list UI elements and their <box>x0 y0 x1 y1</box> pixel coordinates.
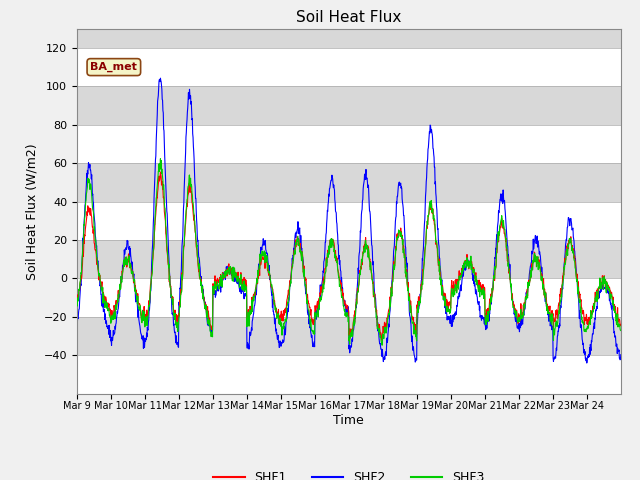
Bar <box>77 355 621 394</box>
SHF2 <box>617 352 625 358</box>
SHF3 <box>335 275 342 280</box>
SHF1 <box>557 288 565 293</box>
SHF2 <box>611 329 618 335</box>
Line: SHF2: SHF2 <box>77 78 621 363</box>
Y-axis label: Soil Heat Flux (W/m2): Soil Heat Flux (W/m2) <box>25 143 38 279</box>
SHF1 <box>378 337 386 343</box>
Title: Soil Heat Flux: Soil Heat Flux <box>296 10 401 25</box>
Bar <box>77 86 621 125</box>
Line: SHF3: SHF3 <box>77 159 621 345</box>
SHF2 <box>73 321 81 326</box>
SHF2 <box>335 256 342 262</box>
Bar <box>77 202 621 240</box>
SHF2 <box>158 96 166 102</box>
SHF3 <box>73 301 81 307</box>
SHF3 <box>378 342 386 348</box>
SHF3 <box>477 288 485 294</box>
Legend: SHF1, SHF2, SHF3: SHF1, SHF2, SHF3 <box>209 467 489 480</box>
SHF1 <box>158 179 166 184</box>
SHF1 <box>477 284 485 289</box>
SHF3 <box>324 248 332 254</box>
Bar <box>77 278 621 317</box>
Line: SHF1: SHF1 <box>77 172 621 340</box>
SHF1 <box>611 302 618 308</box>
Bar <box>77 48 621 86</box>
SHF1 <box>73 298 81 303</box>
Bar <box>77 163 621 202</box>
SHF1 <box>617 323 625 329</box>
SHF1 <box>335 270 342 276</box>
X-axis label: Time: Time <box>333 414 364 427</box>
SHF2 <box>477 315 485 321</box>
SHF3 <box>611 303 618 309</box>
SHF2 <box>583 360 591 366</box>
SHF3 <box>617 328 625 334</box>
SHF1 <box>157 169 164 175</box>
SHF2 <box>324 199 332 204</box>
SHF3 <box>158 171 166 177</box>
Bar <box>77 240 621 278</box>
Bar <box>77 29 621 48</box>
SHF3 <box>557 292 565 298</box>
SHF2 <box>157 75 164 81</box>
SHF3 <box>157 156 164 162</box>
SHF2 <box>557 305 564 311</box>
Text: BA_met: BA_met <box>90 62 137 72</box>
SHF1 <box>324 246 332 252</box>
Bar <box>77 125 621 163</box>
Bar <box>77 317 621 355</box>
